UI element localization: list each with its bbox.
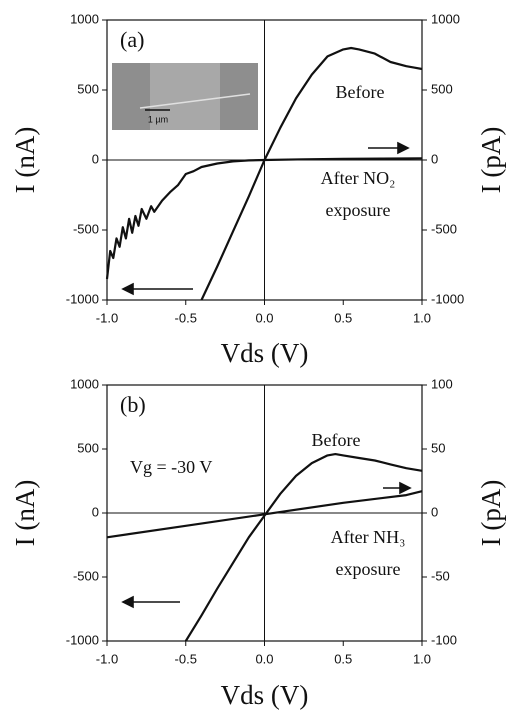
data-line xyxy=(106,490,423,539)
y-tick-label: 500 xyxy=(77,440,99,455)
series-label: After NO₂ exposure xyxy=(320,168,396,220)
data-line xyxy=(184,453,423,642)
x-tick-label: -1.0 xyxy=(96,651,118,666)
y2-tick-label: -50 xyxy=(431,568,450,583)
x-tick-label: 0.0 xyxy=(255,310,273,325)
y-tick-label: 0 xyxy=(92,151,99,166)
inset-scale-label: 1 µm xyxy=(148,114,168,124)
y-axis-title: I (nA) xyxy=(10,480,40,547)
y2-tick-label: -1000 xyxy=(431,291,464,306)
x-tick-label: -1.0 xyxy=(96,310,118,325)
y2-tick-label: 50 xyxy=(431,440,445,455)
panel-label: (b) xyxy=(120,392,146,417)
y2-tick-label: -100 xyxy=(431,632,457,647)
y2-tick-label: 500 xyxy=(431,81,453,96)
y-tick-label: -1000 xyxy=(66,632,99,647)
series-label: After NH₃ exposure xyxy=(330,527,406,579)
y2-axis-title: I (pA) xyxy=(476,480,506,547)
x-tick-label: 0.5 xyxy=(334,310,352,325)
y-tick-label: 500 xyxy=(77,81,99,96)
y-axis-title: I (nA) xyxy=(10,127,40,194)
data-line xyxy=(105,157,423,280)
x-axis-title: Vds (V) xyxy=(221,680,309,710)
y2-tick-label: 0 xyxy=(431,151,438,166)
inset-nanotube xyxy=(139,93,251,109)
data-line xyxy=(200,46,423,301)
y-tick-label: -500 xyxy=(73,568,99,583)
arrows xyxy=(121,141,412,609)
y2-tick-label: 1000 xyxy=(431,11,460,26)
y2-axis-title: I (pA) xyxy=(476,127,506,194)
y-tick-label: -500 xyxy=(73,221,99,236)
x-tick-label: -0.5 xyxy=(175,651,197,666)
x-tick-label: 1.0 xyxy=(413,310,431,325)
y2-tick-label: 100 xyxy=(431,376,453,391)
y2-tick-label: -500 xyxy=(431,221,457,236)
x-tick-label: 0.0 xyxy=(255,651,273,666)
annotation: Vg = -30 V xyxy=(130,457,212,477)
y-tick-label: -1000 xyxy=(66,291,99,306)
y-tick-label: 1000 xyxy=(70,11,99,26)
y-tick-label: 0 xyxy=(92,504,99,519)
x-tick-label: 0.5 xyxy=(334,651,352,666)
series-label: Before xyxy=(311,430,361,450)
panel-label: (a) xyxy=(120,27,144,52)
y-tick-label: 1000 xyxy=(70,376,99,391)
inset-band xyxy=(150,63,220,130)
x-tick-label: -0.5 xyxy=(175,310,197,325)
series-label: Before xyxy=(335,82,385,102)
y2-tick-label: 0 xyxy=(431,504,438,519)
x-axis-title: Vds (V) xyxy=(221,338,309,368)
x-tick-label: 1.0 xyxy=(413,651,431,666)
